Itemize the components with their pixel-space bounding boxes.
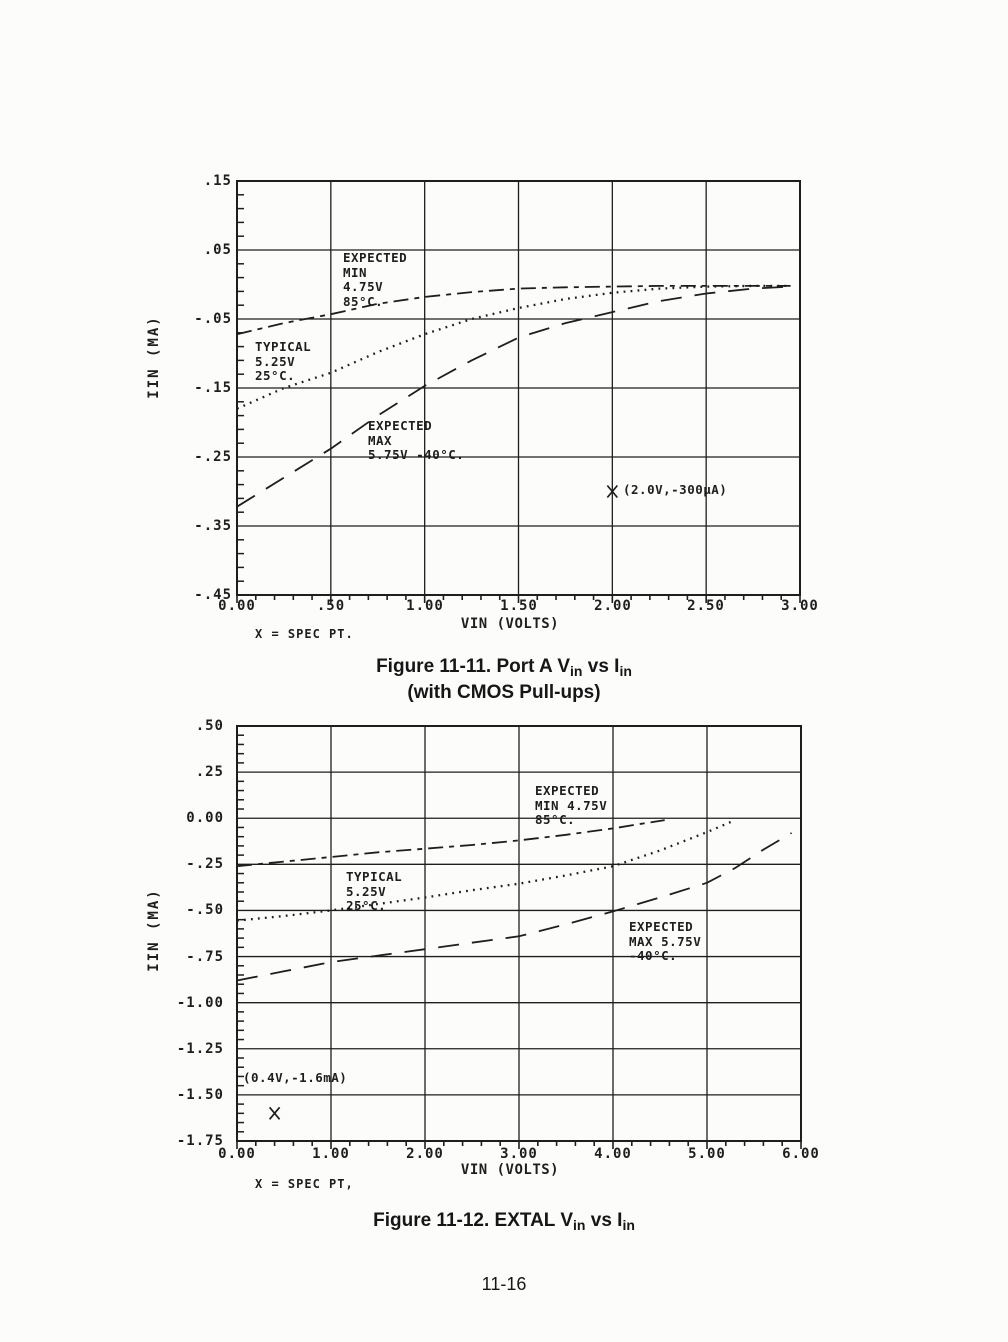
fig2-x-tick: 1.00 [312,1146,350,1162]
fig1-spec-note: X = SPEC PT. [255,627,354,641]
caption-subscript: in [622,1217,635,1233]
fig1-spec-point-label: (2.0V,-300µA) [623,482,728,497]
caption-text: vs I [582,656,620,677]
curve-expected_max [236,832,793,982]
fig1-x-tick: 1.50 [500,598,538,614]
fig2-y-tick: -1.00 [176,995,224,1011]
fig2-y-axis-title: IIN (MA) [146,888,162,972]
fig1-caption-line2: (with CMOS Pull-ups) [407,682,601,703]
fig2-x-tick: 6.00 [782,1146,820,1162]
plot-border [236,180,801,596]
fig1-x-tick: 3.00 [781,598,819,614]
figure1-plot [236,180,801,603]
fig2-spec-note: X = SPEC PT, [255,1177,354,1191]
curve-expected_min [236,819,665,868]
curve-expected_min [236,285,791,336]
fig1-x-tick: 1.00 [406,598,444,614]
curve-typical [236,284,791,410]
fig1-caption-line1: Figure 11-11. Port A Vin vs Iin [0,656,1008,679]
fig2-caption-line1: Figure 11-12. EXTAL Vin vs Iin [0,1210,1008,1233]
fig2-x-tick: 3.00 [500,1146,538,1162]
fig2-y-tick: -1.50 [176,1087,224,1103]
fig1-y-tick: -.05 [194,311,232,327]
caption-subscript: in [619,663,632,679]
fig2-y-tick: .50 [195,718,224,734]
fig1-label-typical: TYPICAL 5.25V 25°C. [255,339,312,383]
figure2-plot [236,725,802,1149]
fig2-x-axis-title: VIN (VOLTS) [460,1162,560,1178]
caption-subscript: in [573,1217,586,1233]
fig1-caption: Figure 11-11. Port A Vin vs Iin (with CM… [0,656,1008,704]
curve-typical [236,819,736,922]
caption-text: Figure 11-12. EXTAL V [373,1210,574,1231]
fig2-x-tick: 0.00 [218,1146,256,1162]
fig1-x-tick: 0.00 [218,598,256,614]
fig2-spec-point-label: (0.4V,-1.6mA) [243,1070,348,1085]
fig2-x-tick: 5.00 [688,1146,726,1162]
fig1-y-tick: .15 [203,173,232,189]
page-number: 11-16 [481,1274,527,1294]
fig1-x-tick: .50 [316,598,346,614]
fig2-caption: Figure 11-12. EXTAL Vin vs Iin [0,1210,1008,1233]
fig2-x-tick: 4.00 [594,1146,632,1162]
fig2-y-tick: -1.75 [176,1133,224,1149]
plot-border [236,725,802,1142]
caption-text: Figure 11-11. Port A V [376,656,571,677]
fig1-y-tick: -.15 [194,380,232,396]
fig1-label-expected-min: EXPECTED MIN 4.75V 85°C. [343,250,408,309]
fig1-y-tick: -.45 [194,587,232,603]
fig1-x-tick: 2.50 [687,598,725,614]
fig2-label-expected-max: EXPECTED MAX 5.75V -40°C. [629,919,702,963]
curve-expected_max [236,285,791,508]
caption-text: vs I [585,1210,623,1231]
fig1-label-expected-max: EXPECTED MAX 5.75V -40°C. [368,418,465,462]
fig1-y-tick: -.35 [194,518,232,534]
fig1-y-tick: -.25 [194,449,232,465]
fig1-y-axis-title: IIN (MA) [146,315,162,399]
fig1-y-tick: .05 [203,242,232,258]
fig2-y-tick: -.25 [186,856,224,872]
spec-point-marker [606,484,618,499]
fig2-y-tick: .25 [195,764,224,780]
caption-subscript: in [570,663,583,679]
fig2-y-tick: -.75 [186,949,224,965]
fig2-y-tick: -.50 [186,902,224,918]
fig2-label-typical: TYPICAL 5.25V 25°C. [346,869,403,913]
fig2-y-tick: -1.25 [176,1041,224,1057]
fig1-x-axis-title: VIN (VOLTS) [460,616,560,632]
spec-point-marker [268,1106,281,1120]
fig2-y-tick: 0.00 [186,810,224,826]
fig2-label-expected-min: EXPECTED MIN 4.75V 85°C. [535,783,608,827]
fig2-x-tick: 2.00 [406,1146,444,1162]
fig1-x-tick: 2.00 [594,598,632,614]
